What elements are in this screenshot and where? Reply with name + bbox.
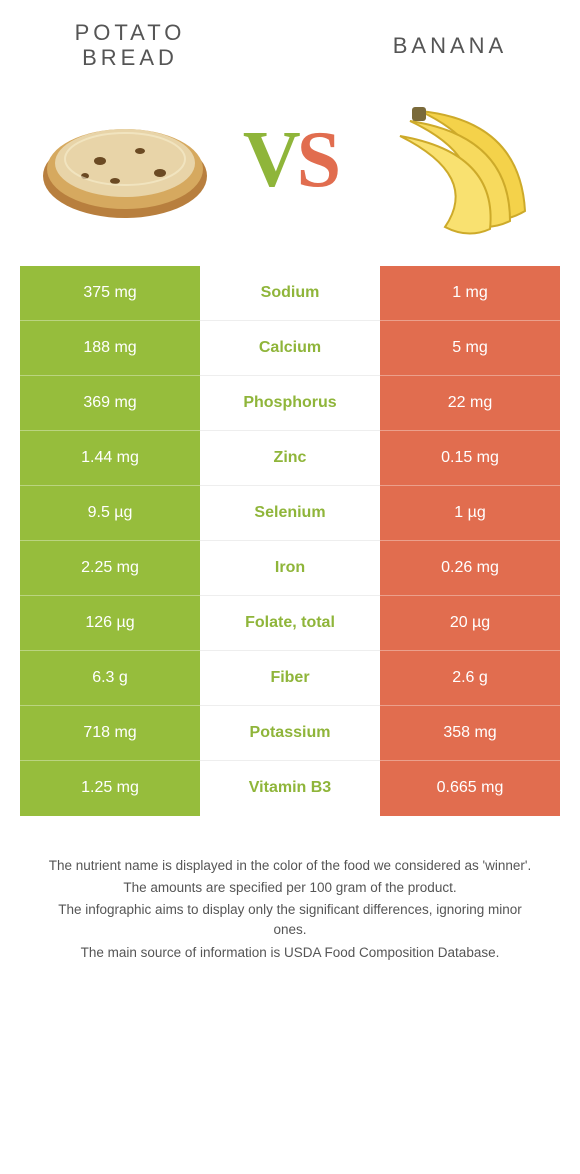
right-food-image (360, 81, 550, 241)
nutrient-label: Iron (200, 541, 380, 596)
left-value: 718 mg (20, 706, 200, 761)
right-value: 5 mg (380, 321, 560, 376)
right-value: 358 mg (380, 706, 560, 761)
left-value: 1.44 mg (20, 431, 200, 486)
footer-line-3: The infographic aims to display only the… (40, 900, 540, 941)
vs-v: V (243, 116, 297, 204)
table-row: 6.3 gFiber2.6 g (20, 651, 560, 706)
vs-s: S (297, 116, 338, 204)
right-value: 0.15 mg (380, 431, 560, 486)
table-row: 2.25 mgIron0.26 mg (20, 541, 560, 596)
left-food-title: Potato Bread (30, 20, 230, 71)
nutrient-label: Zinc (200, 431, 380, 486)
right-value: 2.6 g (380, 651, 560, 706)
nutrient-label: Selenium (200, 486, 380, 541)
left-value: 126 µg (20, 596, 200, 651)
right-value: 1 µg (380, 486, 560, 541)
header: Potato Bread Banana (0, 0, 580, 71)
nutrient-label: Sodium (200, 266, 380, 321)
table-row: 9.5 µgSelenium1 µg (20, 486, 560, 541)
left-value: 1.25 mg (20, 761, 200, 816)
left-value: 9.5 µg (20, 486, 200, 541)
footer-line-2: The amounts are specified per 100 gram o… (40, 878, 540, 898)
right-value: 0.26 mg (380, 541, 560, 596)
nutrient-label: Calcium (200, 321, 380, 376)
footer-line-4: The main source of information is USDA F… (40, 943, 540, 963)
hero-row: VS (0, 71, 580, 266)
nutrient-label: Vitamin B3 (200, 761, 380, 816)
left-value: 2.25 mg (20, 541, 200, 596)
left-value: 369 mg (20, 376, 200, 431)
vs-label: VS (243, 115, 337, 206)
right-value: 1 mg (380, 266, 560, 321)
right-food-title: Banana (350, 33, 550, 58)
table-row: 188 mgCalcium5 mg (20, 321, 560, 376)
nutrient-label: Fiber (200, 651, 380, 706)
footer-notes: The nutrient name is displayed in the co… (0, 816, 580, 963)
table-row: 1.25 mgVitamin B30.665 mg (20, 761, 560, 816)
right-value: 20 µg (380, 596, 560, 651)
left-value: 6.3 g (20, 651, 200, 706)
table-row: 369 mgPhosphorus22 mg (20, 376, 560, 431)
nutrient-label: Phosphorus (200, 376, 380, 431)
left-value: 375 mg (20, 266, 200, 321)
right-value: 22 mg (380, 376, 560, 431)
nutrient-label: Potassium (200, 706, 380, 761)
nutrient-label: Folate, total (200, 596, 380, 651)
table-row: 126 µgFolate, total20 µg (20, 596, 560, 651)
footer-line-1: The nutrient name is displayed in the co… (40, 856, 540, 876)
left-food-image (30, 81, 220, 241)
table-row: 375 mgSodium1 mg (20, 266, 560, 321)
table-row: 1.44 mgZinc0.15 mg (20, 431, 560, 486)
table-row: 718 mgPotassium358 mg (20, 706, 560, 761)
left-value: 188 mg (20, 321, 200, 376)
comparison-table: 375 mgSodium1 mg188 mgCalcium5 mg369 mgP… (20, 266, 560, 816)
right-value: 0.665 mg (380, 761, 560, 816)
